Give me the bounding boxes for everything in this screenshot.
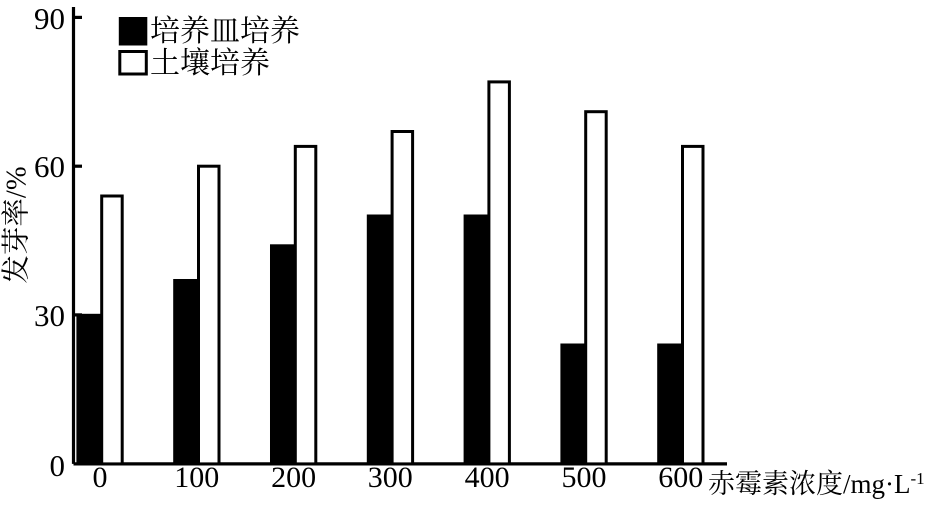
svg-text:发芽率/%: 发芽率/% — [1, 166, 33, 283]
svg-text:30: 30 — [34, 298, 65, 333]
svg-text:培养皿培养: 培养皿培养 — [150, 15, 300, 48]
svg-text:200: 200 — [271, 461, 316, 494]
svg-text:300: 300 — [368, 461, 413, 494]
svg-text:赤霉素浓度/mg·L-1: 赤霉素浓度/mg·L-1 — [708, 469, 925, 500]
svg-text:100: 100 — [174, 461, 219, 494]
svg-text:400: 400 — [465, 461, 510, 494]
svg-text:90: 90 — [34, 1, 65, 36]
svg-text:60: 60 — [34, 149, 65, 184]
svg-text:土壤培养: 土壤培养 — [150, 47, 270, 80]
svg-text:500: 500 — [562, 461, 607, 494]
svg-text:600: 600 — [658, 461, 703, 494]
svg-text:0: 0 — [50, 448, 66, 483]
svg-text:0: 0 — [93, 461, 108, 494]
